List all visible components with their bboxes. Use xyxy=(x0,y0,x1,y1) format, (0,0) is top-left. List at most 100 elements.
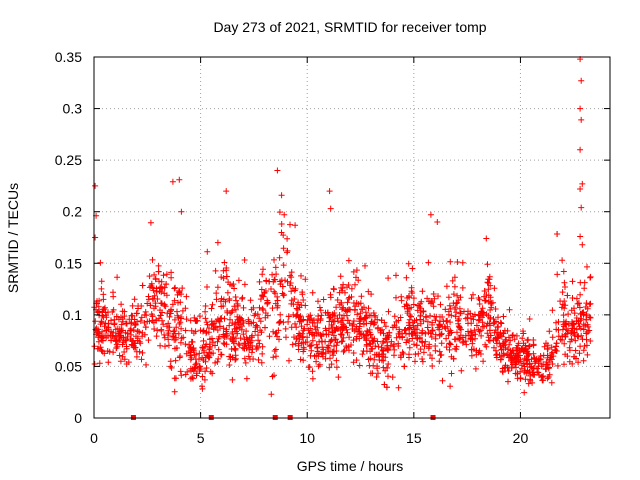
data-point xyxy=(543,340,549,347)
data-point xyxy=(291,296,298,302)
data-point xyxy=(203,365,210,371)
data-point xyxy=(578,77,585,84)
data-point xyxy=(450,355,457,362)
data-point xyxy=(114,274,121,281)
data-point xyxy=(152,300,159,307)
data-point xyxy=(371,356,378,363)
data-point xyxy=(318,312,325,319)
data-point xyxy=(116,352,123,359)
data-point xyxy=(353,357,360,364)
data-point xyxy=(214,284,221,291)
data-point xyxy=(437,318,443,325)
data-point xyxy=(350,268,357,275)
data-point xyxy=(492,347,499,354)
y-tick-label: 0.05 xyxy=(55,358,82,374)
data-point xyxy=(100,296,107,303)
data-point xyxy=(554,362,561,369)
data-point xyxy=(514,342,521,349)
data-point xyxy=(191,365,198,372)
data-point xyxy=(438,351,445,358)
data-point xyxy=(167,363,174,370)
data-point xyxy=(113,313,120,320)
data-point xyxy=(424,318,431,325)
data-point xyxy=(240,331,247,338)
data-point xyxy=(534,365,541,372)
data-point xyxy=(241,355,248,362)
data-point xyxy=(403,274,410,281)
y-axis: 0 0.05 0.1 0.15 0.2 0.25 0.3 0.35 xyxy=(55,49,610,426)
data-point xyxy=(380,353,387,360)
data-point xyxy=(271,256,277,263)
data-point xyxy=(395,330,402,337)
data-point xyxy=(476,301,483,307)
data-point xyxy=(406,338,413,345)
data-point xyxy=(220,267,227,274)
x-tick-label: 15 xyxy=(406,430,422,446)
data-point xyxy=(553,340,560,347)
data-point xyxy=(506,341,513,348)
data-point xyxy=(391,352,397,359)
data-point xyxy=(454,292,461,299)
data-point xyxy=(201,376,208,383)
data-point xyxy=(344,299,351,306)
data-point xyxy=(144,300,151,307)
data-point xyxy=(325,345,332,351)
data-point xyxy=(424,324,431,331)
data-point xyxy=(276,319,283,326)
data-point xyxy=(418,338,425,345)
data-point xyxy=(432,347,439,354)
data-point xyxy=(148,283,155,289)
data-point xyxy=(348,293,355,300)
data-point xyxy=(324,344,331,351)
data-point xyxy=(278,221,285,227)
data-point xyxy=(439,323,446,330)
data-point xyxy=(504,352,511,359)
data-point xyxy=(498,346,505,353)
data-point xyxy=(218,295,225,302)
data-point xyxy=(202,308,209,315)
data-point xyxy=(375,343,382,350)
data-point xyxy=(323,331,330,338)
data-point xyxy=(190,375,196,382)
data-point xyxy=(584,321,591,328)
data-point xyxy=(412,351,419,358)
data-point xyxy=(118,321,125,328)
data-point xyxy=(402,326,409,333)
data-point xyxy=(296,318,303,325)
data-point xyxy=(120,327,126,334)
data-point xyxy=(456,335,463,342)
data-point xyxy=(309,289,316,296)
data-point xyxy=(579,241,586,248)
data-point xyxy=(192,317,199,324)
data-point xyxy=(544,361,551,368)
data-point xyxy=(455,317,461,324)
data-point xyxy=(554,231,561,237)
data-point xyxy=(498,320,505,327)
x-tick-label: 20 xyxy=(513,430,529,446)
data-point xyxy=(414,335,421,342)
data-point xyxy=(126,316,133,323)
data-point xyxy=(200,337,207,344)
data-point xyxy=(260,266,266,273)
data-point xyxy=(583,336,590,343)
data-point xyxy=(272,290,279,297)
data-point xyxy=(553,319,559,326)
data-point xyxy=(397,314,404,321)
data-point xyxy=(239,294,246,301)
data-point xyxy=(146,318,153,325)
data-point xyxy=(322,309,329,316)
data-point xyxy=(133,353,140,360)
data-point xyxy=(178,335,185,342)
data-point xyxy=(583,342,590,349)
data-point xyxy=(379,340,386,346)
data-point xyxy=(133,333,139,340)
data-point xyxy=(427,211,434,218)
data-point xyxy=(99,312,106,319)
data-point xyxy=(207,343,214,350)
data-point xyxy=(485,298,492,305)
data-point xyxy=(509,332,516,339)
data-point xyxy=(480,309,487,316)
data-point xyxy=(162,343,168,350)
data-point xyxy=(280,245,287,252)
data-point xyxy=(192,361,199,368)
